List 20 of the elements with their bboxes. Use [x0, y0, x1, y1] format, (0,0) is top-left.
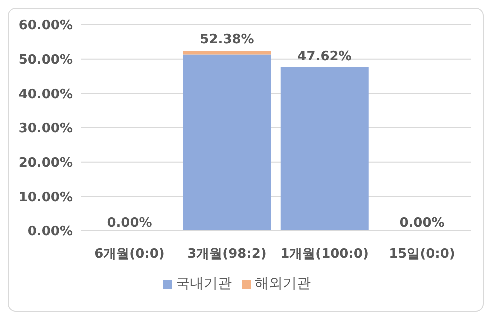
bar	[183, 51, 272, 55]
total-label: 0.00%	[107, 216, 152, 231]
y-tick-label: 40.00%	[18, 87, 73, 102]
x-tick-label: 3개월(98:2)	[188, 247, 267, 262]
y-tick-label: 10.00%	[18, 190, 73, 206]
y-tick-label: 0.00%	[28, 224, 73, 240]
total-label: 47.62%	[298, 49, 352, 64]
y-tick-label: 30.00%	[18, 122, 73, 137]
total-label: 52.38%	[200, 32, 254, 48]
legend-label: 국내기관	[176, 276, 232, 292]
legend-label: 해외기관	[255, 276, 311, 292]
bar	[280, 68, 369, 231]
x-tick-label: 6개월(0:0)	[94, 247, 165, 262]
bar	[183, 54, 272, 231]
y-tick-label: 60.00%	[18, 18, 73, 34]
x-tick-label: 15일(0:0)	[389, 247, 456, 262]
y-tick-label: 20.00%	[18, 156, 73, 171]
y-tick-label: 50.00%	[18, 52, 73, 68]
x-tick-label: 1개월(100:0)	[280, 247, 369, 262]
total-label: 0.00%	[400, 216, 445, 231]
